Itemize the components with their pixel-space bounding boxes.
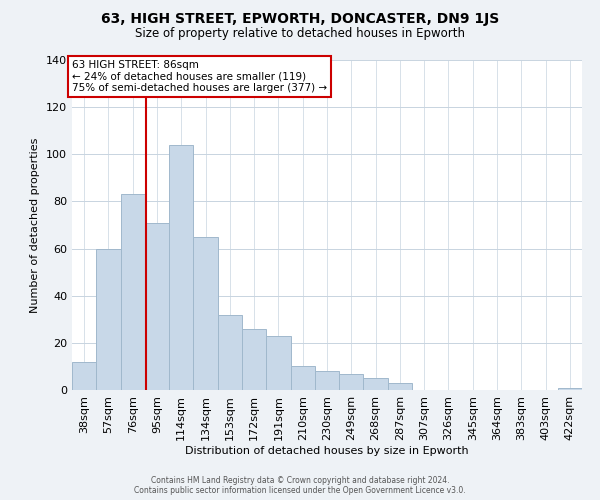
X-axis label: Distribution of detached houses by size in Epworth: Distribution of detached houses by size …: [185, 446, 469, 456]
Bar: [96, 248, 121, 390]
Bar: [339, 374, 364, 390]
Y-axis label: Number of detached properties: Number of detached properties: [31, 138, 40, 312]
Bar: [388, 383, 412, 390]
Bar: [218, 314, 242, 390]
Bar: [266, 336, 290, 390]
Text: Contains HM Land Registry data © Crown copyright and database right 2024.
Contai: Contains HM Land Registry data © Crown c…: [134, 476, 466, 495]
Bar: [364, 378, 388, 390]
Bar: [242, 328, 266, 390]
Text: 63 HIGH STREET: 86sqm
← 24% of detached houses are smaller (119)
75% of semi-det: 63 HIGH STREET: 86sqm ← 24% of detached …: [72, 60, 327, 93]
Bar: [169, 145, 193, 390]
Bar: [193, 237, 218, 390]
Bar: [558, 388, 582, 390]
Bar: [145, 222, 169, 390]
Text: 63, HIGH STREET, EPWORTH, DONCASTER, DN9 1JS: 63, HIGH STREET, EPWORTH, DONCASTER, DN9…: [101, 12, 499, 26]
Bar: [121, 194, 145, 390]
Bar: [72, 362, 96, 390]
Text: Size of property relative to detached houses in Epworth: Size of property relative to detached ho…: [135, 28, 465, 40]
Bar: [290, 366, 315, 390]
Bar: [315, 371, 339, 390]
